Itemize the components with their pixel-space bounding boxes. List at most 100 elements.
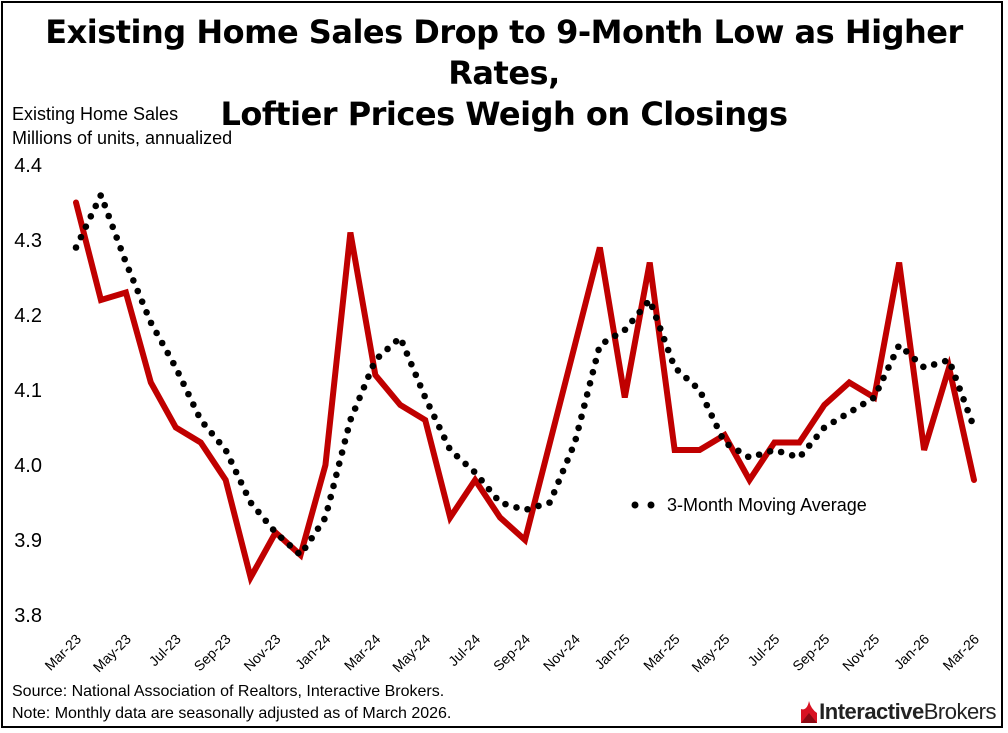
moving-average-dot xyxy=(330,482,337,490)
moving-average-dot xyxy=(180,380,187,388)
moving-average-dot xyxy=(964,406,971,414)
moving-average-dot xyxy=(568,446,576,454)
moving-average-dot xyxy=(643,299,651,307)
x-tick-label: Jan-25 xyxy=(591,631,633,673)
moving-average-dot xyxy=(232,468,240,476)
moving-average-dot xyxy=(408,360,415,368)
moving-average-dot xyxy=(341,438,349,445)
y-tick-label: 4.0 xyxy=(14,455,42,477)
moving-average-dot xyxy=(321,515,328,523)
moving-average-dot xyxy=(277,534,285,541)
moving-average-dot xyxy=(920,363,927,371)
moving-average-dot xyxy=(117,245,124,252)
moving-average-dot xyxy=(546,499,553,506)
moving-average-dot xyxy=(101,201,109,209)
moving-average-dot xyxy=(82,223,90,231)
moving-average-dot xyxy=(708,412,716,419)
moving-average-dot xyxy=(462,460,469,468)
moving-average-dot xyxy=(375,353,383,360)
moving-average-dot xyxy=(713,422,720,430)
moving-average-dot xyxy=(338,449,346,456)
moving-average-dot xyxy=(478,477,485,484)
moving-average-dot xyxy=(744,453,752,461)
moving-average-dot xyxy=(105,212,113,220)
x-tick-label: Mar-26 xyxy=(939,631,982,674)
moving-average-dot xyxy=(583,391,591,398)
moving-average-dot xyxy=(426,403,433,410)
moving-average-dot xyxy=(295,549,302,557)
x-tick-label: Nov-25 xyxy=(839,631,882,674)
moving-average-dot xyxy=(436,423,443,431)
moving-average-dot xyxy=(227,458,235,465)
moving-average-dot xyxy=(134,287,142,295)
moving-average-dot xyxy=(869,394,877,402)
moving-average-dot xyxy=(578,413,585,421)
source-note: Source: National Association of Realtors… xyxy=(12,683,445,700)
moving-average-dot xyxy=(968,417,975,425)
moving-average-dot xyxy=(87,213,95,220)
moving-average-dot xyxy=(592,357,600,365)
moving-average-dot xyxy=(611,332,619,340)
moving-average-dot xyxy=(850,406,857,414)
title-line-2: Loftier Prices Weigh on Closings xyxy=(220,95,789,133)
moving-average-dot xyxy=(895,343,902,351)
y-tick-label: 3.8 xyxy=(14,605,42,627)
moving-average-dot xyxy=(170,359,177,367)
moving-average-dot xyxy=(215,438,223,446)
moving-average-dot xyxy=(347,415,355,423)
moving-average-dot xyxy=(138,298,146,305)
moving-average-dot xyxy=(190,401,197,408)
moving-average-dot xyxy=(153,329,160,337)
moving-average-dot xyxy=(333,471,340,479)
x-tick-label: Sep-24 xyxy=(490,631,533,674)
y-tick-label: 3.9 xyxy=(14,530,42,552)
moving-average-dot xyxy=(403,350,411,357)
moving-average-dot xyxy=(880,374,887,382)
moving-average-dot xyxy=(559,467,567,475)
moving-average-dot xyxy=(555,478,562,485)
title-line-1: Existing Home Sales Drop to 9-Month Low … xyxy=(45,13,963,92)
x-tick-label: Nov-23 xyxy=(240,631,283,674)
x-tick-label: Jul-24 xyxy=(445,631,483,669)
x-tick-label: Jan-24 xyxy=(292,631,334,673)
moving-average-dot xyxy=(412,371,420,379)
chart-title: Existing Home Sales Drop to 9-Month Low … xyxy=(0,12,1008,135)
y-tick-label: 4.1 xyxy=(14,380,42,402)
moving-average-dot xyxy=(121,255,128,263)
moving-average-dot xyxy=(664,346,672,354)
moving-average-dot xyxy=(356,394,363,402)
moving-average-dot xyxy=(960,396,967,403)
moving-average-dot xyxy=(911,355,919,363)
moving-average-dot xyxy=(777,448,785,456)
logo-text-interactive: Interactive xyxy=(819,699,924,724)
moving-average-dot xyxy=(890,353,897,361)
moving-average-dot xyxy=(208,430,216,437)
moving-average-dot xyxy=(629,317,636,325)
moving-average-dot xyxy=(668,357,676,365)
moving-average-dot xyxy=(314,525,322,532)
moving-average-dot xyxy=(453,452,461,460)
moving-average-dot xyxy=(97,192,104,199)
moving-average-dot xyxy=(201,421,208,428)
moving-average-dot xyxy=(840,412,847,420)
moving-average-dot xyxy=(308,534,315,542)
moving-average-dot xyxy=(392,337,400,345)
moving-average-dot xyxy=(147,319,155,327)
x-tick-label: Jul-23 xyxy=(146,631,184,669)
moving-average-dot xyxy=(735,447,742,455)
moving-average-dot xyxy=(948,363,955,371)
y-tick-label: 4.2 xyxy=(14,305,42,327)
x-tick-label: Nov-24 xyxy=(540,631,583,674)
moving-average-dot xyxy=(581,402,588,409)
x-tick-label: Jul-25 xyxy=(744,631,782,669)
moving-average-dot xyxy=(365,373,372,380)
moving-average-dot xyxy=(602,338,609,345)
x-tick-label: May-24 xyxy=(389,631,433,675)
moving-average-dot xyxy=(158,339,166,347)
moving-average-dot xyxy=(941,357,949,365)
moving-average-dot xyxy=(175,370,182,377)
moving-average-dot xyxy=(820,424,828,432)
moving-average-dot xyxy=(902,348,910,355)
moving-average-dot xyxy=(589,368,597,376)
